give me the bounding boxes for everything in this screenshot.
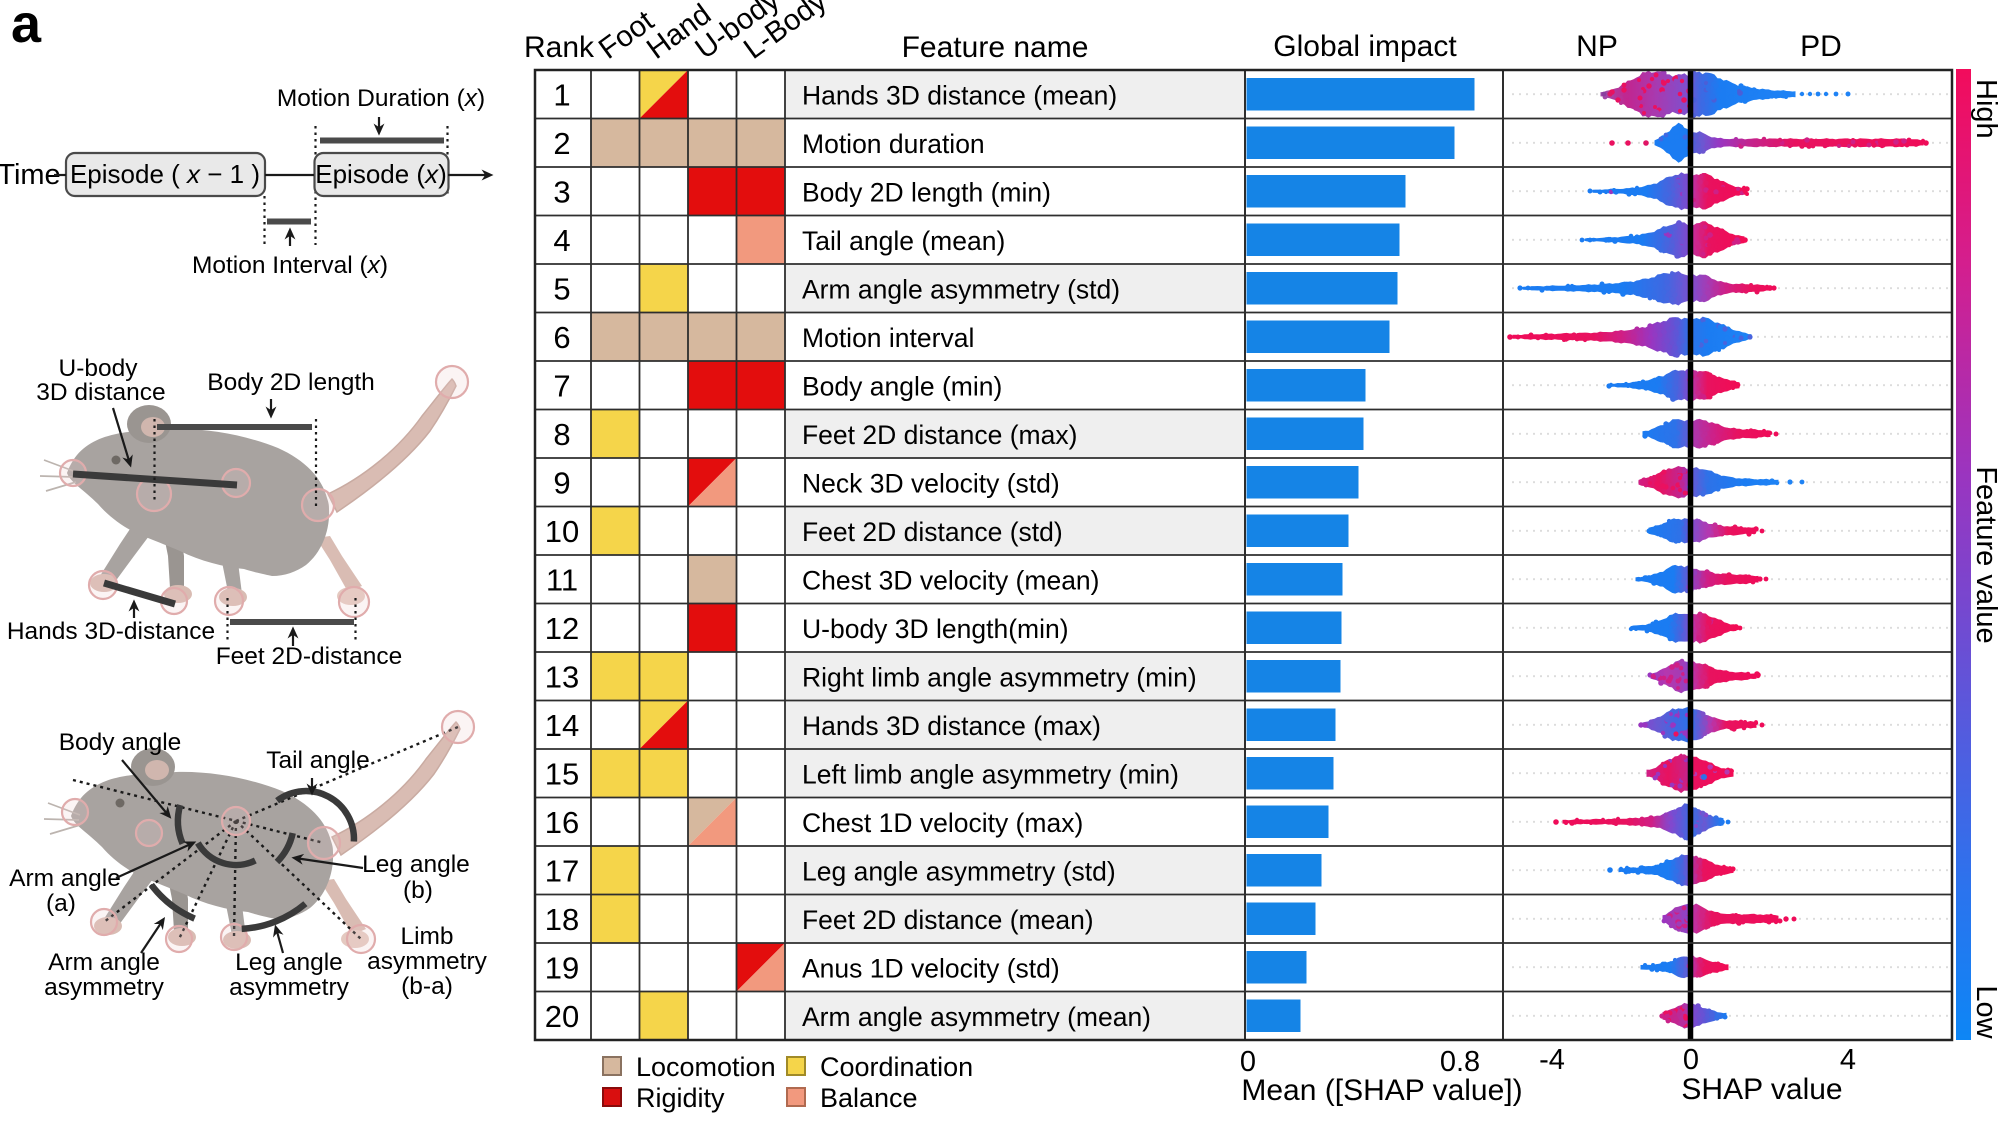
svg-text:Feet 2D distance (max): Feet 2D distance (max): [802, 420, 1077, 450]
svg-text:4: 4: [553, 223, 570, 258]
svg-text:Arm angle asymmetry (std): Arm angle asymmetry (std): [802, 274, 1120, 304]
svg-text:Body 2D length: Body 2D length: [207, 369, 375, 396]
svg-text:Time: Time: [0, 159, 61, 191]
svg-text:Motion Duration (x): Motion Duration (x): [277, 85, 485, 112]
svg-text:8: 8: [553, 417, 570, 452]
svg-text:10: 10: [545, 514, 579, 549]
svg-text:16: 16: [545, 805, 579, 840]
svg-text:18: 18: [545, 902, 579, 937]
svg-text:asymmetry: asymmetry: [367, 948, 488, 975]
svg-text:Episode (x): Episode (x): [315, 159, 447, 189]
svg-text:Mean ([SHAP value]): Mean ([SHAP value]): [1241, 1074, 1522, 1107]
svg-text:High: High: [1970, 79, 2000, 139]
svg-text:Feature value: Feature value: [1970, 466, 2000, 643]
svg-text:U-body 3D length(min): U-body 3D length(min): [802, 614, 1069, 644]
svg-text:Balance: Balance: [820, 1083, 918, 1113]
svg-text:15: 15: [545, 756, 579, 791]
svg-text:Feature name: Feature name: [902, 31, 1089, 64]
svg-text:19: 19: [545, 950, 579, 985]
svg-text:20: 20: [545, 999, 579, 1034]
svg-text:-4: -4: [1539, 1044, 1565, 1076]
svg-text:SHAP value: SHAP value: [1681, 1073, 1842, 1106]
svg-text:Hands 3D distance (mean): Hands 3D distance (mean): [802, 80, 1117, 110]
svg-text:Leg angle: Leg angle: [362, 851, 470, 878]
svg-text:Feet 2D-distance: Feet 2D-distance: [216, 643, 403, 670]
svg-text:Body angle (min): Body angle (min): [802, 371, 1002, 401]
svg-text:4: 4: [1840, 1044, 1856, 1076]
svg-text:1: 1: [553, 77, 570, 112]
svg-text:13: 13: [545, 659, 579, 694]
svg-text:6: 6: [553, 320, 570, 355]
svg-text:Arm angle: Arm angle: [48, 949, 160, 976]
svg-text:Arm angle: Arm angle: [9, 865, 121, 892]
svg-text:7: 7: [553, 368, 570, 403]
svg-text:(b): (b): [403, 877, 433, 904]
svg-text:Leg angle asymmetry (std): Leg angle asymmetry (std): [802, 856, 1116, 886]
svg-text:Right limb angle asymmetry (mi: Right limb angle asymmetry (min): [802, 662, 1197, 692]
svg-text:Chest 3D velocity (mean): Chest 3D velocity (mean): [802, 565, 1100, 595]
svg-text:NP: NP: [1576, 30, 1618, 63]
svg-text:asymmetry: asymmetry: [44, 974, 165, 1001]
svg-text:3D distance: 3D distance: [36, 379, 165, 406]
svg-text:Coordination: Coordination: [820, 1052, 973, 1082]
svg-text:Neck 3D velocity (std): Neck 3D velocity (std): [802, 468, 1060, 498]
svg-text:Tail angle (mean): Tail angle (mean): [802, 226, 1005, 256]
svg-text:Leg angle: Leg angle: [235, 949, 343, 976]
svg-text:Rank: Rank: [524, 31, 595, 64]
svg-text:Hands 3D-distance: Hands 3D-distance: [7, 618, 215, 645]
svg-text:17: 17: [545, 853, 579, 888]
svg-text:Anus 1D velocity (std): Anus 1D velocity (std): [802, 953, 1060, 983]
svg-text:Tail angle: Tail angle: [266, 747, 370, 774]
svg-text:Limb: Limb: [400, 923, 453, 950]
svg-text:Feet 2D distance (mean): Feet 2D distance (mean): [802, 905, 1094, 935]
svg-text:14: 14: [545, 708, 579, 743]
svg-text:0.8: 0.8: [1440, 1046, 1480, 1078]
svg-text:0: 0: [1240, 1046, 1256, 1078]
svg-text:9: 9: [553, 465, 570, 500]
svg-text:3: 3: [553, 174, 570, 209]
svg-text:Feet 2D distance (std): Feet 2D distance (std): [802, 517, 1063, 547]
svg-text:Chest 1D velocity (max): Chest 1D velocity (max): [802, 808, 1083, 838]
svg-text:(b-a): (b-a): [401, 973, 453, 1000]
svg-text:U-body: U-body: [59, 355, 139, 382]
svg-text:(a): (a): [46, 890, 76, 917]
svg-text:2: 2: [553, 126, 570, 161]
svg-text:Body angle: Body angle: [59, 729, 182, 756]
svg-text:Low: Low: [1970, 985, 2000, 1039]
svg-text:Global impact: Global impact: [1273, 30, 1457, 63]
svg-text:Rigidity: Rigidity: [636, 1083, 725, 1113]
svg-text:Motion duration: Motion duration: [802, 129, 985, 159]
svg-text:Locomotion: Locomotion: [636, 1052, 776, 1082]
svg-text:0: 0: [1683, 1044, 1699, 1076]
svg-text:Left limb angle asymmetry (min: Left limb angle asymmetry (min): [802, 759, 1179, 789]
svg-text:asymmetry: asymmetry: [229, 974, 350, 1001]
svg-text:Episode ( x − 1 ): Episode ( x − 1 ): [70, 159, 260, 189]
svg-text:Hands 3D distance (max): Hands 3D distance (max): [802, 711, 1101, 741]
svg-text:PD: PD: [1800, 30, 1842, 63]
svg-text:a: a: [11, 0, 42, 54]
svg-text:Body 2D length (min): Body 2D length (min): [802, 177, 1051, 207]
svg-text:5: 5: [553, 271, 570, 306]
svg-text:11: 11: [546, 562, 578, 597]
svg-text:12: 12: [545, 611, 579, 646]
svg-text:Motion Interval (x): Motion Interval (x): [192, 252, 388, 279]
svg-text:Arm angle asymmetry (mean): Arm angle asymmetry (mean): [802, 1002, 1151, 1032]
svg-text:Motion interval: Motion interval: [802, 323, 974, 353]
